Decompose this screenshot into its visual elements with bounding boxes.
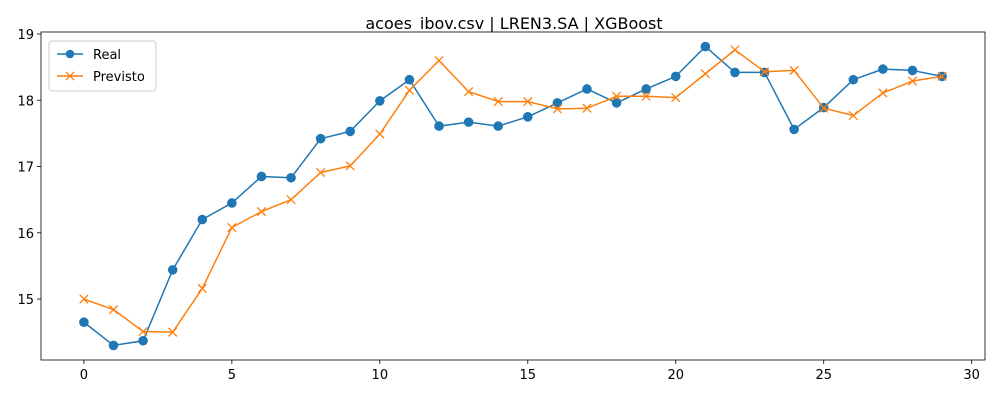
data-point	[375, 96, 385, 106]
legend-item-previsto: Previsto	[57, 70, 145, 85]
data-point	[789, 124, 799, 135]
legend-marker	[65, 71, 75, 81]
legend-item-real: Real	[57, 48, 121, 63]
data-point	[138, 326, 148, 337]
axes: 0 5 10 15 20 25 30 15 16 17 18 19	[17, 28, 986, 383]
data-point	[315, 133, 326, 144]
series-layer	[79, 41, 947, 351]
data-point	[907, 76, 918, 86]
data-point	[730, 67, 740, 78]
data-point	[670, 71, 681, 82]
data-point	[286, 194, 296, 205]
legend-label: Previsto	[93, 70, 145, 85]
data-point	[404, 74, 415, 85]
data-point	[463, 86, 474, 97]
data-point	[671, 92, 681, 103]
data-point	[641, 91, 651, 101]
x-tick-label: 0	[80, 368, 88, 383]
data-point	[345, 161, 355, 171]
data-point	[759, 67, 770, 77]
chart-title: acoes_ibov.csv | LREN3.SA | XGBoost	[365, 14, 662, 34]
data-point	[493, 96, 503, 107]
y-tick-label: 16	[17, 227, 34, 242]
data-point	[611, 91, 622, 101]
x-tick-label: 15	[520, 368, 537, 383]
data-point	[197, 283, 207, 294]
data-point	[108, 304, 119, 315]
data-point	[463, 117, 474, 127]
data-point	[286, 172, 296, 183]
data-point	[434, 121, 444, 131]
data-point	[227, 222, 237, 233]
series-previsto	[79, 45, 947, 337]
legend-label: Real	[93, 48, 121, 63]
data-point	[227, 198, 237, 208]
data-point	[582, 103, 592, 113]
data-point	[552, 104, 563, 114]
plot-background	[41, 32, 985, 360]
x-tick-label: 10	[372, 368, 389, 383]
y-tick-label: 18	[17, 94, 34, 109]
data-point	[522, 112, 533, 122]
data-point	[79, 317, 89, 328]
x-tick-label: 20	[667, 368, 684, 383]
data-point	[878, 64, 888, 74]
data-point	[819, 103, 829, 113]
data-point	[848, 110, 858, 121]
data-point	[641, 84, 651, 94]
x-tick-label: 25	[815, 368, 832, 383]
plot-frame	[40, 31, 986, 361]
data-point	[789, 65, 799, 76]
data-point	[552, 98, 563, 108]
data-point	[848, 74, 859, 85]
data-point	[167, 265, 178, 275]
data-point	[434, 55, 444, 66]
data-point	[907, 65, 918, 76]
y-tick-label: 15	[17, 293, 34, 308]
data-point	[730, 45, 740, 55]
data-point	[493, 121, 504, 131]
data-point	[878, 88, 888, 98]
data-point	[197, 214, 208, 225]
x-tick-label: 30	[963, 368, 980, 383]
data-point	[138, 335, 148, 346]
data-point	[700, 41, 711, 52]
x-tick-label: 5	[228, 368, 236, 383]
series-line	[83, 49, 943, 333]
data-point	[404, 85, 415, 95]
legend-marker	[65, 49, 75, 59]
y-tick-label: 17	[17, 161, 34, 176]
data-point	[256, 171, 267, 182]
data-point	[700, 69, 711, 79]
data-point	[315, 167, 326, 178]
data-point	[582, 84, 592, 94]
data-point	[256, 206, 267, 217]
data-point	[168, 327, 178, 337]
data-point	[611, 98, 622, 108]
data-point	[345, 126, 356, 137]
y-tick-label: 19	[17, 28, 34, 43]
data-point	[523, 96, 533, 107]
series-line	[83, 45, 943, 347]
data-point	[937, 71, 947, 82]
data-point	[108, 340, 119, 351]
data-point	[79, 294, 89, 304]
legend: Real Previsto	[48, 40, 157, 92]
data-point	[375, 129, 385, 139]
plot-area	[41, 32, 985, 360]
